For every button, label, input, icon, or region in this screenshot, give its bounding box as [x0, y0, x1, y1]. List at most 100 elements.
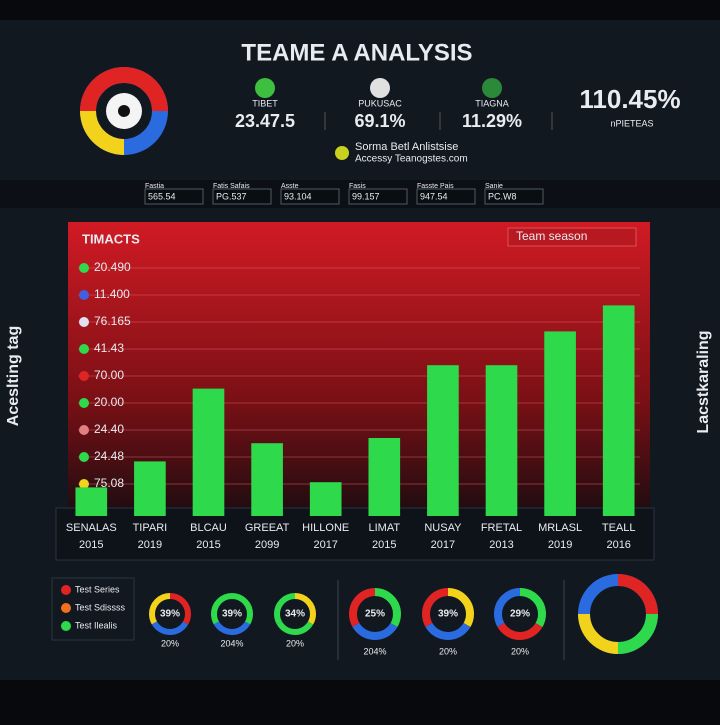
legend-label: Test Sdissss [75, 602, 126, 612]
donut-label: 39% [438, 609, 458, 620]
bar [309, 482, 342, 516]
row-dot [79, 479, 89, 489]
x-tick-label: MRLASL 2019 [538, 522, 582, 551]
filter-field[interactable] [280, 188, 340, 205]
season-button[interactable] [507, 227, 637, 247]
donut-sub: 20% [286, 638, 304, 648]
bar [134, 461, 166, 516]
bar [192, 388, 225, 516]
x-tick-label: LIMAT 2015 [369, 522, 401, 551]
link-icon [335, 146, 349, 160]
legend-label: Test Ilealis [75, 620, 118, 630]
legend-dot [61, 585, 71, 595]
x-tick-label: TIPARI 2019 [133, 522, 168, 551]
big-donut-arc [578, 613, 619, 654]
bar [602, 305, 635, 516]
donut-sub: 20% [511, 646, 529, 656]
bar [427, 365, 459, 516]
donut-segment [349, 588, 401, 640]
stat-label: nPIETEAS [610, 118, 653, 128]
row-label: 24.48 [94, 449, 124, 463]
bar [368, 438, 401, 516]
bar [75, 487, 108, 516]
x-tick-label: GREEAT 2099 [245, 522, 290, 551]
bar [485, 365, 518, 516]
row-dot [79, 263, 89, 273]
donut-segment [211, 593, 253, 635]
stat-label: TIBET [252, 98, 278, 108]
filter-label: Fastia [145, 183, 164, 190]
donut-segment [149, 593, 191, 635]
donut-segment [494, 588, 546, 640]
donut-label: 34% [285, 609, 305, 620]
bar [251, 443, 283, 516]
donut-segment [274, 593, 316, 635]
row-label: 24.40 [94, 422, 124, 436]
logo-arc [80, 110, 125, 155]
legend-dot [61, 603, 71, 613]
filter-value[interactable]: PC.W8 [488, 191, 517, 201]
donut-sub: 20% [161, 638, 179, 648]
donut-segment [149, 593, 191, 635]
row-label: 70.00 [94, 368, 124, 382]
row-dot [79, 317, 89, 327]
side-label: Aceslting tag [5, 326, 22, 426]
filter-value[interactable]: 947.54 [420, 191, 448, 201]
filter-field[interactable] [348, 188, 408, 205]
donut-sub: 20% [439, 646, 457, 656]
legend-box [51, 577, 135, 641]
donut-segment [422, 588, 474, 640]
subtitle: Sorma Betl Anlistsise [355, 141, 458, 153]
chart-title: TIMACTS [82, 231, 140, 246]
x-tick-label: SENALAS 2015 [66, 522, 117, 551]
donut-label: 39% [222, 609, 242, 620]
donut-label: 39% [160, 609, 180, 620]
x-tick-label: FRETAL 2013 [481, 522, 522, 551]
filter-label: Sanie [485, 183, 503, 190]
legend-dot [61, 621, 71, 631]
logo-arc [123, 67, 168, 112]
filter-field[interactable] [212, 188, 272, 205]
donut-segment [274, 593, 316, 635]
row-dot [79, 371, 89, 381]
logo-arc [80, 67, 125, 112]
x-tick-label: NUSAY 2017 [424, 522, 462, 551]
filter-label: Fasis [349, 183, 366, 190]
stat-value: 110.45% [579, 84, 680, 114]
stat-value: 23.47.5 [235, 111, 295, 131]
x-tick-label: BLCAU 2015 [190, 522, 227, 551]
donut-label: 25% [365, 609, 385, 620]
row-label: 76.165 [94, 314, 131, 328]
filter-value[interactable]: 93.104 [284, 191, 312, 201]
stat-icon [482, 78, 502, 98]
donut-label: 29% [510, 609, 530, 620]
filter-value[interactable]: PG.537 [216, 191, 247, 201]
logo-ball-patch [118, 105, 130, 117]
x-tick-label: HILLONE 2017 [302, 522, 349, 551]
row-label: 75.08 [94, 476, 124, 490]
donut-segment [422, 588, 474, 640]
filter-label: Fasste Pais [417, 183, 454, 190]
filter-value[interactable]: 99.157 [352, 191, 380, 201]
row-label: 20.00 [94, 395, 124, 409]
category-strip [55, 507, 655, 561]
donut-segment [494, 588, 546, 640]
row-label: 41.43 [94, 341, 124, 355]
row-dot [79, 425, 89, 435]
filter-value[interactable]: 565.54 [148, 191, 176, 201]
filter-field[interactable] [484, 188, 544, 205]
filter-field[interactable] [416, 188, 476, 205]
stat-icon [370, 78, 390, 98]
big-donut-arc [617, 613, 658, 654]
row-dot [79, 290, 89, 300]
filter-field[interactable] [144, 188, 204, 205]
row-dot [79, 344, 89, 354]
filter-label: Fatis Safais [213, 183, 250, 190]
donut-segment [211, 593, 253, 635]
side-label: Lacstkaraling [695, 330, 712, 433]
row-label: 11.400 [94, 287, 130, 301]
donut-sub: 204% [220, 638, 243, 648]
season-button-label[interactable]: Team season [516, 229, 587, 243]
